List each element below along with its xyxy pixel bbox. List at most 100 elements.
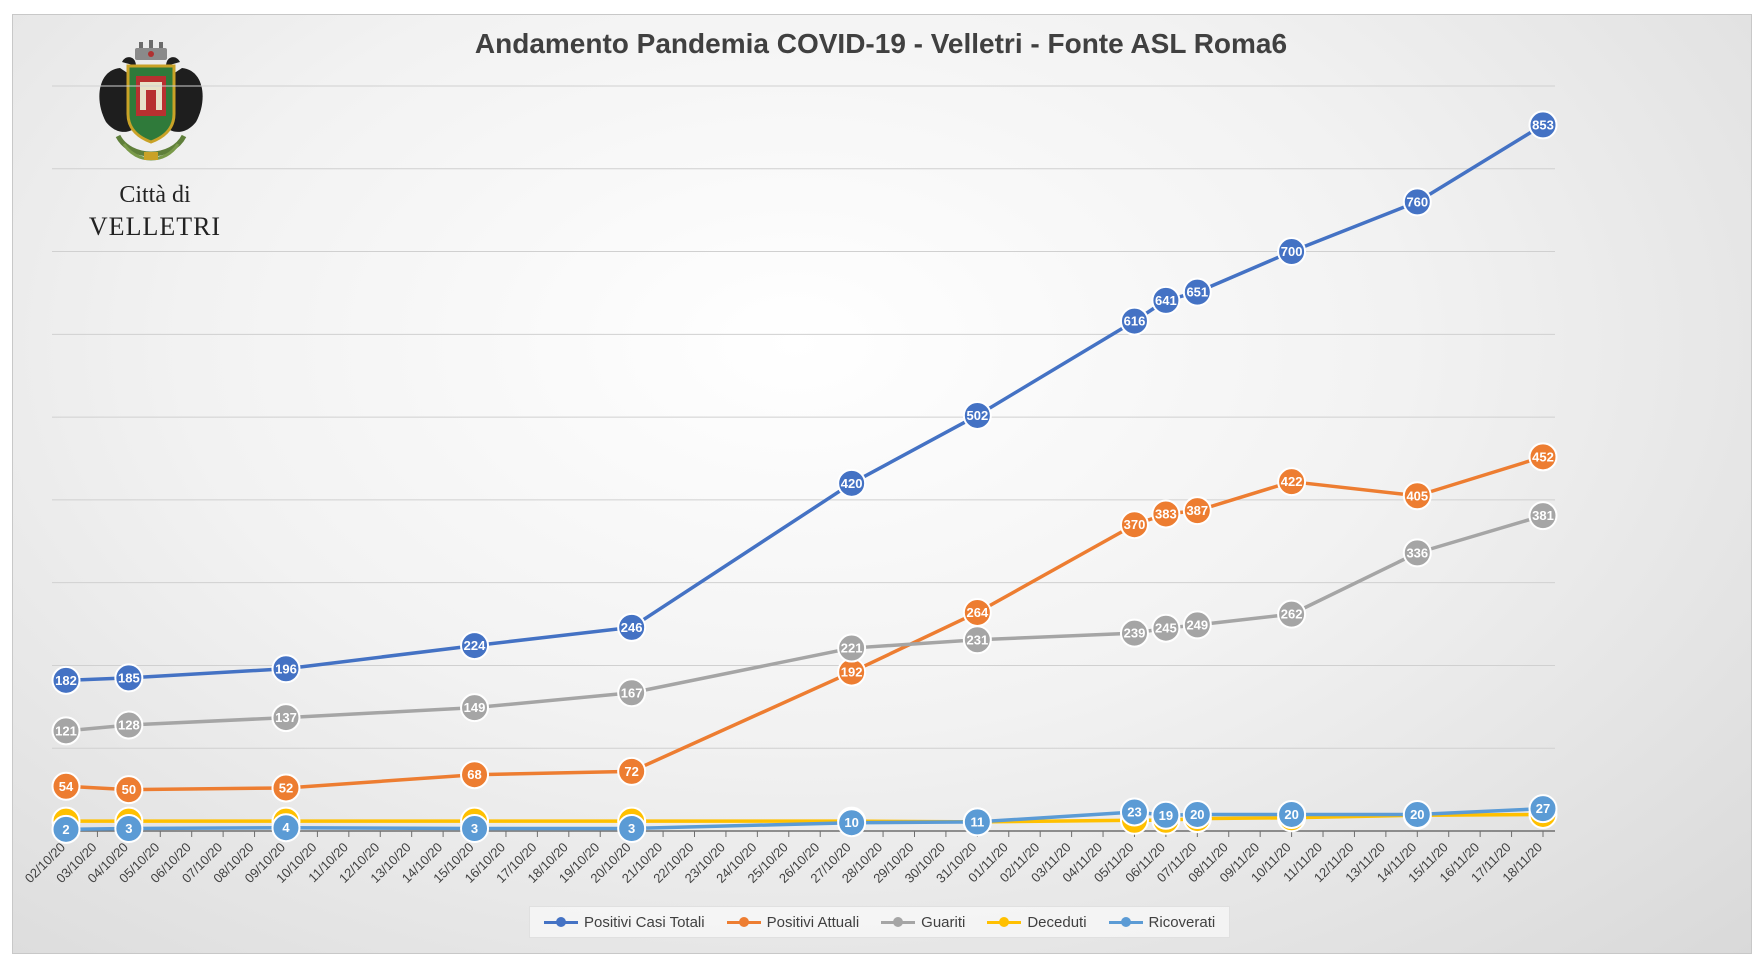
data-label: 68 — [467, 767, 481, 782]
data-label: 224 — [464, 638, 486, 653]
data-point — [1402, 481, 1432, 511]
data-point — [114, 710, 144, 740]
data-point — [1119, 306, 1149, 336]
data-label: 370 — [1124, 517, 1146, 532]
data-label: 264 — [966, 605, 988, 620]
data-point — [51, 716, 81, 746]
data-label: 4 — [282, 820, 290, 835]
data-point — [271, 813, 301, 843]
data-label: 72 — [624, 764, 638, 779]
data-label: 383 — [1155, 506, 1177, 521]
legend-item: Guariti — [881, 914, 965, 931]
logo-city-prefix: Città di — [119, 182, 191, 208]
data-label: 422 — [1281, 474, 1303, 489]
data-label: 182 — [55, 673, 77, 688]
data-point — [1182, 277, 1212, 307]
legend-swatch — [1108, 915, 1143, 929]
data-point — [1277, 599, 1307, 629]
data-point — [1119, 510, 1149, 540]
data-label: 336 — [1406, 545, 1428, 560]
data-point — [1119, 618, 1149, 648]
x-axis: 02/10/2003/10/2004/10/2005/10/2006/10/20… — [22, 831, 1545, 886]
series-line — [65, 455, 1544, 792]
data-label: 246 — [621, 620, 643, 635]
data-label: 651 — [1186, 285, 1208, 300]
data-point — [114, 663, 144, 693]
data-label: 3 — [125, 821, 132, 836]
data-point — [1151, 285, 1181, 315]
data-label: 262 — [1281, 607, 1303, 622]
data-label: 196 — [275, 661, 297, 676]
data-label: 231 — [966, 632, 988, 647]
data-point — [1402, 538, 1432, 568]
data-label: 23 — [1127, 804, 1141, 819]
data-label: 387 — [1186, 503, 1208, 518]
gridlines — [52, 85, 1555, 832]
data-point — [1528, 501, 1558, 531]
data-label: 3 — [628, 821, 635, 836]
data-point — [1528, 110, 1558, 140]
data-label: 700 — [1281, 244, 1303, 259]
data-point — [51, 771, 81, 801]
data-label: 149 — [464, 700, 486, 715]
legend-item: Positivi Casi Totali — [544, 914, 705, 931]
data-point — [962, 625, 992, 655]
data-label: 137 — [275, 710, 297, 725]
city-logo: Città di VELLETRI — [80, 40, 230, 241]
city-coat-of-arms-icon — [99, 40, 203, 161]
data-label: 502 — [966, 408, 988, 423]
data-label: 167 — [621, 685, 643, 700]
chart-frame — [12, 14, 1752, 954]
data-label: 121 — [55, 723, 77, 738]
data-point — [460, 814, 490, 844]
legend-swatch — [881, 915, 916, 929]
data-point — [51, 814, 81, 844]
legend-swatch — [987, 915, 1022, 929]
data-point — [617, 814, 647, 844]
series-positivi-casi-totali: 182 185 196 224 246 420 502 616 641 651 700 760 853 — [51, 110, 1558, 695]
data-point — [1151, 499, 1181, 529]
data-point — [617, 612, 647, 642]
legend-swatch — [726, 915, 761, 929]
data-label: 616 — [1124, 314, 1146, 329]
data-label: 452 — [1532, 449, 1554, 464]
data-label: 20 — [1190, 807, 1204, 822]
legend-label: Positivi Attuali — [766, 913, 860, 931]
series-layer: 182 1851962242464205026166416517007608535… — [51, 110, 1558, 844]
legend: Positivi Casi Totali Positivi Attuali Guar… — [529, 906, 1231, 938]
legend-label: Deceduti — [1027, 913, 1087, 931]
data-point — [1151, 613, 1181, 643]
data-point — [1402, 799, 1432, 829]
data-point — [837, 468, 867, 498]
legend-label: Ricoverati — [1148, 913, 1216, 931]
legend-swatch — [544, 915, 578, 929]
data-label: 221 — [841, 641, 863, 656]
data-point — [962, 400, 992, 430]
data-point — [1151, 800, 1181, 830]
data-label: 50 — [122, 782, 136, 797]
data-label: 19 — [1159, 808, 1173, 823]
data-label: 52 — [279, 780, 293, 795]
data-label: 760 — [1406, 194, 1428, 209]
data-label: 128 — [118, 718, 140, 733]
data-label: 3 — [471, 821, 478, 836]
legend-item: Ricoverati — [1108, 913, 1216, 931]
data-point — [1528, 442, 1558, 472]
data-point — [1277, 799, 1307, 829]
data-point — [51, 665, 81, 695]
data-label: 381 — [1532, 508, 1554, 523]
chart-title: Andamento Pandemia COVID-19 - Velletri -… — [474, 28, 1288, 59]
data-point — [962, 807, 992, 837]
data-point — [1402, 187, 1432, 217]
legend-label: Guariti — [921, 913, 966, 931]
data-point — [1182, 610, 1212, 640]
data-label: 239 — [1124, 626, 1146, 641]
data-label: 420 — [841, 476, 863, 491]
data-point — [1277, 237, 1307, 267]
series-guariti: 121 128 137 149 167 221 231 239 245 249 262 336 381 — [51, 501, 1558, 746]
data-point — [1277, 467, 1307, 497]
data-point — [114, 814, 144, 844]
data-point — [837, 808, 867, 838]
data-point — [271, 654, 301, 684]
